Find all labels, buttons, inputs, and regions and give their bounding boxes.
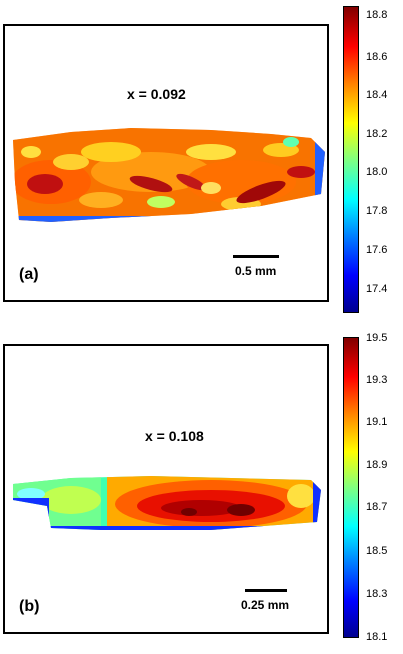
colorbar-b-tick: 19.1 — [366, 416, 388, 428]
colorbar-a-tick: 18.0 — [366, 166, 388, 178]
colorbar-a — [343, 6, 359, 313]
panel-a: x = 0.092 — [3, 24, 329, 302]
colorbar-a-tick: 17.4 — [366, 283, 388, 295]
composition-label-b: x = 0.108 — [145, 428, 204, 444]
strain-map-b — [13, 476, 321, 530]
colorbar-b-tick: 18.5 — [366, 545, 388, 557]
colorbar-b-tick: 18.1 — [366, 631, 388, 643]
scale-label-a: 0.5 mm — [235, 264, 277, 278]
strain-map-a — [13, 128, 325, 222]
colorbar-b-tick: 18.9 — [366, 459, 388, 471]
scale-bar-b — [245, 589, 287, 592]
colorbar-a-tick: 18.8 — [366, 9, 388, 21]
colorbar-b-tick: 18.3 — [366, 588, 388, 600]
scale-bar-a — [233, 255, 279, 258]
colorbar-a-tick: 17.8 — [366, 205, 388, 217]
scale-label-b: 0.25 mm — [241, 598, 290, 612]
colorbar-a-tick: 18.6 — [366, 51, 388, 63]
colorbar-a-tick: 18.2 — [366, 128, 388, 140]
panel-label-a: (a) — [19, 266, 39, 283]
panel-b: x = 0.108 0.25 mm (b) — [3, 344, 329, 634]
colorbar-a-tick: 18.4 — [366, 89, 388, 101]
panel-label-b: (b) — [19, 598, 40, 615]
colorbar-a-tick: 17.6 — [366, 244, 388, 256]
colorbar-b-tick: 19.5 — [366, 332, 388, 344]
colorbar-b-tick: 19.3 — [366, 374, 388, 386]
composition-label-a: x = 0.092 — [127, 86, 186, 102]
colorbar-b-tick: 18.7 — [366, 501, 388, 513]
colorbar-b — [343, 337, 359, 638]
